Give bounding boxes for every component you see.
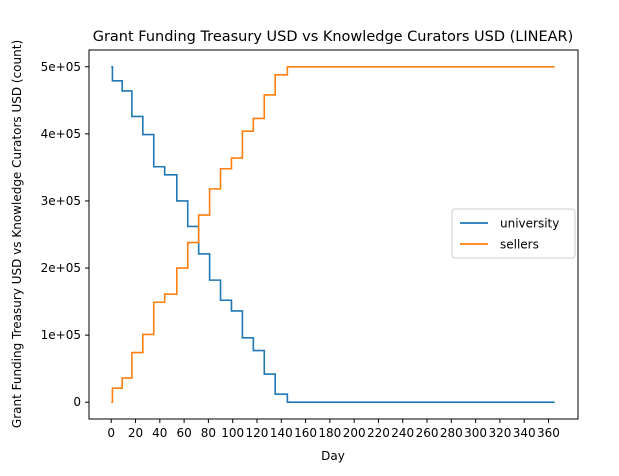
y-axis-label: Grant Funding Treasury USD vs Knowledge … <box>10 40 24 428</box>
x-tick-label: 160 <box>294 426 317 440</box>
x-tick-label: 140 <box>270 426 293 440</box>
y-tick-label: 5e+05 <box>41 60 81 74</box>
y-tick-label: 3e+05 <box>41 194 81 208</box>
x-tick-label: 20 <box>128 426 143 440</box>
y-tick-label: 4e+05 <box>41 127 81 141</box>
x-tick-label: 120 <box>246 426 269 440</box>
y-tick-label: 2e+05 <box>41 261 81 275</box>
series-layer <box>111 65 555 404</box>
x-axis: 0 20 40 60 80 100 120 140 160 180 200 220 240 260 280 3… <box>107 419 560 440</box>
x-tick-label: 280 <box>440 426 463 440</box>
x-tick-label: 300 <box>464 426 487 440</box>
legend: university sellers <box>451 208 576 259</box>
x-tick-label: 320 <box>488 426 511 440</box>
x-tick-label: 360 <box>537 426 560 440</box>
x-tick-label: 80 <box>201 426 216 440</box>
x-tick-label: 200 <box>343 426 366 440</box>
x-tick-label: 240 <box>391 426 414 440</box>
x-tick-label: 100 <box>221 426 244 440</box>
x-tick-label: 40 <box>152 426 167 440</box>
x-tick-label: 220 <box>367 426 390 440</box>
x-tick-label: 0 <box>107 426 115 440</box>
chart-title: Grant Funding Treasury USD vs Knowledge … <box>93 29 574 45</box>
legend-label-university: university <box>500 217 559 231</box>
y-tick-label: 0 <box>73 395 81 409</box>
legend-label-sellers: sellers <box>500 238 539 252</box>
x-tick-label: 340 <box>513 426 536 440</box>
plot-frame <box>88 49 579 420</box>
y-axis: 0 1e+05 2e+05 3e+05 4e+05 5e+05 <box>41 60 89 409</box>
x-tick-label: 60 <box>176 426 191 440</box>
series-line-sellers <box>111 65 555 404</box>
x-tick-label: 180 <box>318 426 341 440</box>
y-tick-label: 1e+05 <box>41 328 81 342</box>
x-axis-label: Day <box>321 449 345 463</box>
legend-box <box>451 208 576 259</box>
plot-area <box>88 49 579 420</box>
x-tick-label: 260 <box>416 426 439 440</box>
